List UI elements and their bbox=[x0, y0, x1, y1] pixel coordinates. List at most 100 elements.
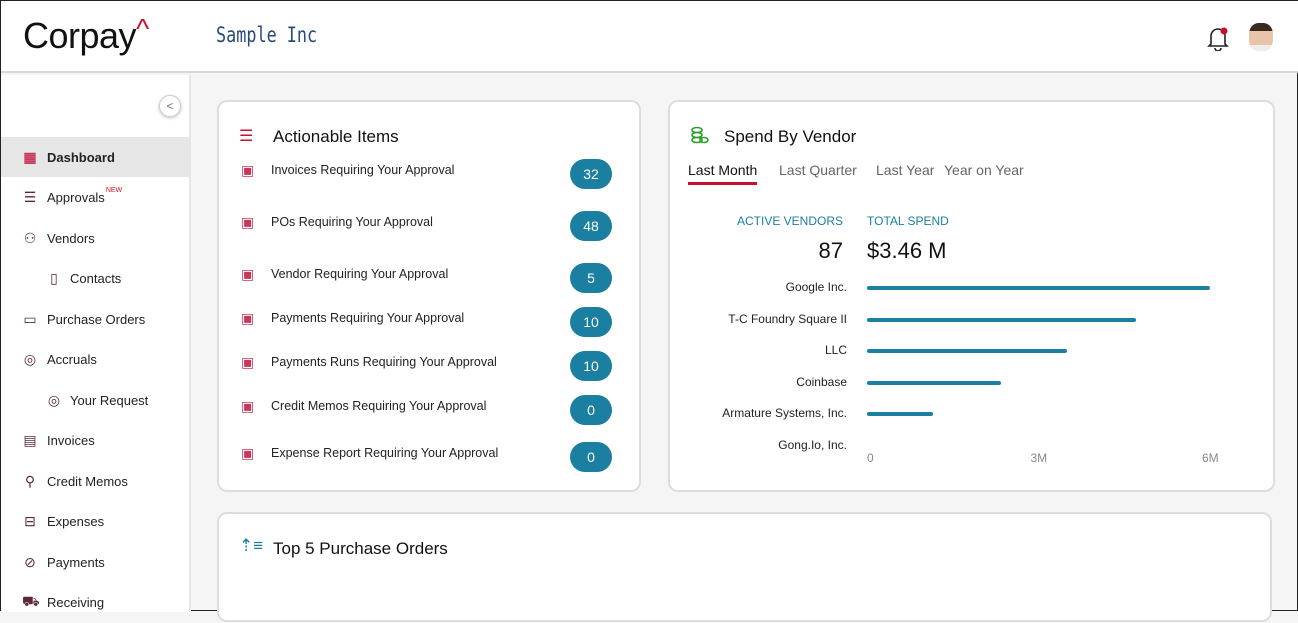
invoice-icon: ▤ bbox=[23, 432, 37, 448]
collapse-sidebar-button[interactable]: < bbox=[159, 95, 181, 117]
expense-report-icon: ▣ bbox=[241, 444, 255, 461]
sidebar-item-approvals[interactable]: ☰ Approvals NEW bbox=[1, 178, 191, 218]
logo-text: Corpay bbox=[23, 15, 137, 56]
actionable-item[interactable]: ▣ POs Requiring Your Approval bbox=[241, 207, 621, 237]
checklist-icon: ☰ bbox=[23, 189, 37, 205]
cart-icon: ⛟ bbox=[22, 593, 40, 609]
tab-last-quarter[interactable]: Last Quarter bbox=[779, 162, 857, 178]
active-vendors-label: ACTIVE VENDORS bbox=[737, 214, 844, 228]
spend-by-vendor-card: Spend By Vendor Last Month Last Quarter … bbox=[668, 100, 1275, 492]
sidebar-item-label: Contacts bbox=[70, 271, 122, 286]
invoice-icon: ▣ bbox=[241, 161, 255, 178]
sidebar-item-label: Expenses bbox=[47, 514, 105, 529]
actionable-item[interactable]: ▣ Payments Runs Requiring Your Approval bbox=[241, 347, 621, 377]
actionable-item[interactable]: ▣ Credit Memos Requiring Your Approval bbox=[241, 391, 621, 421]
vendor-bar[interactable] bbox=[867, 412, 933, 416]
target-icon: ◎ bbox=[47, 391, 61, 408]
sidebar-item-accruals[interactable]: ◎ Accruals bbox=[1, 340, 191, 380]
payments-icon: ⊘ bbox=[24, 553, 36, 570]
coins-icon bbox=[691, 126, 709, 144]
sidebar-item-purchase-orders[interactable]: ▭ Purchase Orders bbox=[1, 299, 191, 339]
sidebar-item-label: Vendors bbox=[47, 230, 95, 246]
tab-year-on-year[interactable]: Year on Year bbox=[944, 162, 1024, 178]
top-bar: Corpay^ Sample Inc bbox=[1, 1, 1298, 73]
credit-memo-icon: ▣ bbox=[241, 397, 255, 414]
tab-last-month[interactable]: Last Month bbox=[688, 162, 758, 185]
wallet-icon: ▭ bbox=[23, 310, 37, 327]
count-badge[interactable]: 0 bbox=[570, 442, 612, 472]
bell-icon[interactable] bbox=[1207, 25, 1229, 51]
payments-icon: ▣ bbox=[241, 309, 255, 326]
actionable-item[interactable]: ▣ Invoices Requiring Your Approval bbox=[241, 155, 621, 185]
vendor-label: Armature Systems, Inc. bbox=[722, 406, 847, 420]
actionable-item[interactable]: ▣ Vendor Requiring Your Approval bbox=[241, 259, 621, 289]
sidebar-item-your-request[interactable]: ◎ Your Request bbox=[1, 380, 191, 420]
vendor-label: Gong.Io, Inc. bbox=[778, 437, 847, 452]
inbox-icon: ⊟ bbox=[24, 513, 36, 529]
target-icon: ◎ bbox=[23, 351, 37, 367]
sidebar-item-label: Receiving bbox=[47, 595, 105, 610]
item-label: Payments Requiring Your Approval bbox=[271, 311, 465, 325]
sidebar-item-label: Your Request bbox=[70, 392, 149, 408]
sidebar-item-label: Payments bbox=[47, 554, 105, 570]
sidebar-item-vendors[interactable]: ⚇ Vendors bbox=[1, 218, 191, 258]
vendor-label: T-C Foundry Square II bbox=[728, 311, 847, 326]
total-spend-value: $3.46 M bbox=[867, 238, 947, 263]
count-badge[interactable]: 10 bbox=[570, 307, 612, 337]
count-badge[interactable]: 0 bbox=[570, 395, 612, 425]
item-label: Invoices Requiring Your Approval bbox=[271, 163, 455, 177]
sidebar-item-expenses[interactable]: ⊟ Expenses bbox=[1, 502, 191, 542]
actionable-items-card: ☰ Actionable Items ▣ Invoices Requiring Y… bbox=[217, 100, 641, 492]
vendor-label: Google Inc. bbox=[785, 280, 847, 294]
sidebar-item-label: Purchase Orders bbox=[47, 311, 146, 327]
item-label: Credit Memos Requiring Your Approval bbox=[271, 399, 487, 413]
credit-memo-icon: ⚲ bbox=[24, 472, 36, 489]
vendor-bar[interactable] bbox=[867, 380, 1002, 385]
sidebar: < ▦ Dashboard ☰ Approvals NEW ⚇ Vendors ▯ Contac… bbox=[1, 75, 191, 612]
card-title: Actionable Items bbox=[273, 127, 399, 146]
checklist-icon: ☰ bbox=[239, 128, 254, 145]
payment-run-icon: ▣ bbox=[241, 353, 255, 370]
vendor-bar[interactable] bbox=[867, 317, 1136, 322]
total-spend-label: TOTAL SPEND bbox=[867, 214, 949, 228]
active-vendors-value: 87 bbox=[818, 238, 843, 263]
count-badge[interactable]: 48 bbox=[570, 211, 612, 241]
sidebar-item-receiving[interactable]: ⛟ Receiving bbox=[1, 583, 191, 623]
sidebar-item-label: Approvals bbox=[47, 190, 105, 205]
card-title: Top 5 Purchase Orders bbox=[273, 539, 448, 558]
dashboard-icon: ▦ bbox=[23, 148, 37, 165]
company-name: Sample Inc bbox=[216, 23, 318, 47]
vendor-bar[interactable] bbox=[867, 286, 1210, 290]
wallet-icon: ▣ bbox=[241, 213, 255, 230]
user-check-icon: ▣ bbox=[241, 265, 255, 282]
count-badge[interactable]: 10 bbox=[570, 351, 612, 381]
count-badge[interactable]: 32 bbox=[570, 159, 612, 189]
tab-last-year[interactable]: Last Year bbox=[876, 162, 935, 178]
vendor-label: LLC bbox=[824, 343, 847, 357]
item-label: POs Requiring Your Approval bbox=[271, 215, 433, 229]
sidebar-item-label: Dashboard bbox=[47, 149, 115, 165]
sidebar-item-credit-memos[interactable]: ⚲ Credit Memos bbox=[1, 461, 191, 501]
vendor-label: Coinbase bbox=[796, 374, 847, 389]
new-badge: NEW bbox=[105, 187, 123, 194]
x-tick-label: 6M bbox=[1202, 451, 1219, 465]
item-label: Payments Runs Requiring Your Approval bbox=[271, 355, 497, 369]
x-tick-label: 0 bbox=[867, 451, 874, 465]
corpay-logo[interactable]: Corpay^ bbox=[23, 13, 149, 57]
avatar[interactable] bbox=[1249, 23, 1273, 51]
users-icon: ⚇ bbox=[23, 229, 37, 246]
sidebar-item-label: Credit Memos bbox=[47, 473, 128, 489]
logo-mark: ^ bbox=[136, 13, 149, 44]
vendor-bar[interactable] bbox=[867, 349, 1068, 353]
count-badge[interactable]: 5 bbox=[570, 263, 612, 293]
actionable-item[interactable]: ▣ Payments Requiring Your Approval bbox=[241, 303, 621, 333]
sidebar-item-invoices[interactable]: ▤ Invoices bbox=[1, 421, 191, 461]
item-label: Expense Report Requiring Your Approval bbox=[271, 446, 499, 460]
sidebar-item-label: Invoices bbox=[47, 433, 95, 448]
actionable-item[interactable]: ▣ Expense Report Requiring Your Approval bbox=[241, 438, 621, 468]
sidebar-item-dashboard[interactable]: ▦ Dashboard bbox=[1, 137, 191, 177]
sidebar-item-label: Accruals bbox=[47, 352, 97, 367]
card-title: Spend By Vendor bbox=[724, 127, 857, 146]
sidebar-item-contacts[interactable]: ▯ Contacts bbox=[1, 259, 191, 299]
sidebar-item-payments[interactable]: ⊘ Payments bbox=[1, 542, 191, 582]
